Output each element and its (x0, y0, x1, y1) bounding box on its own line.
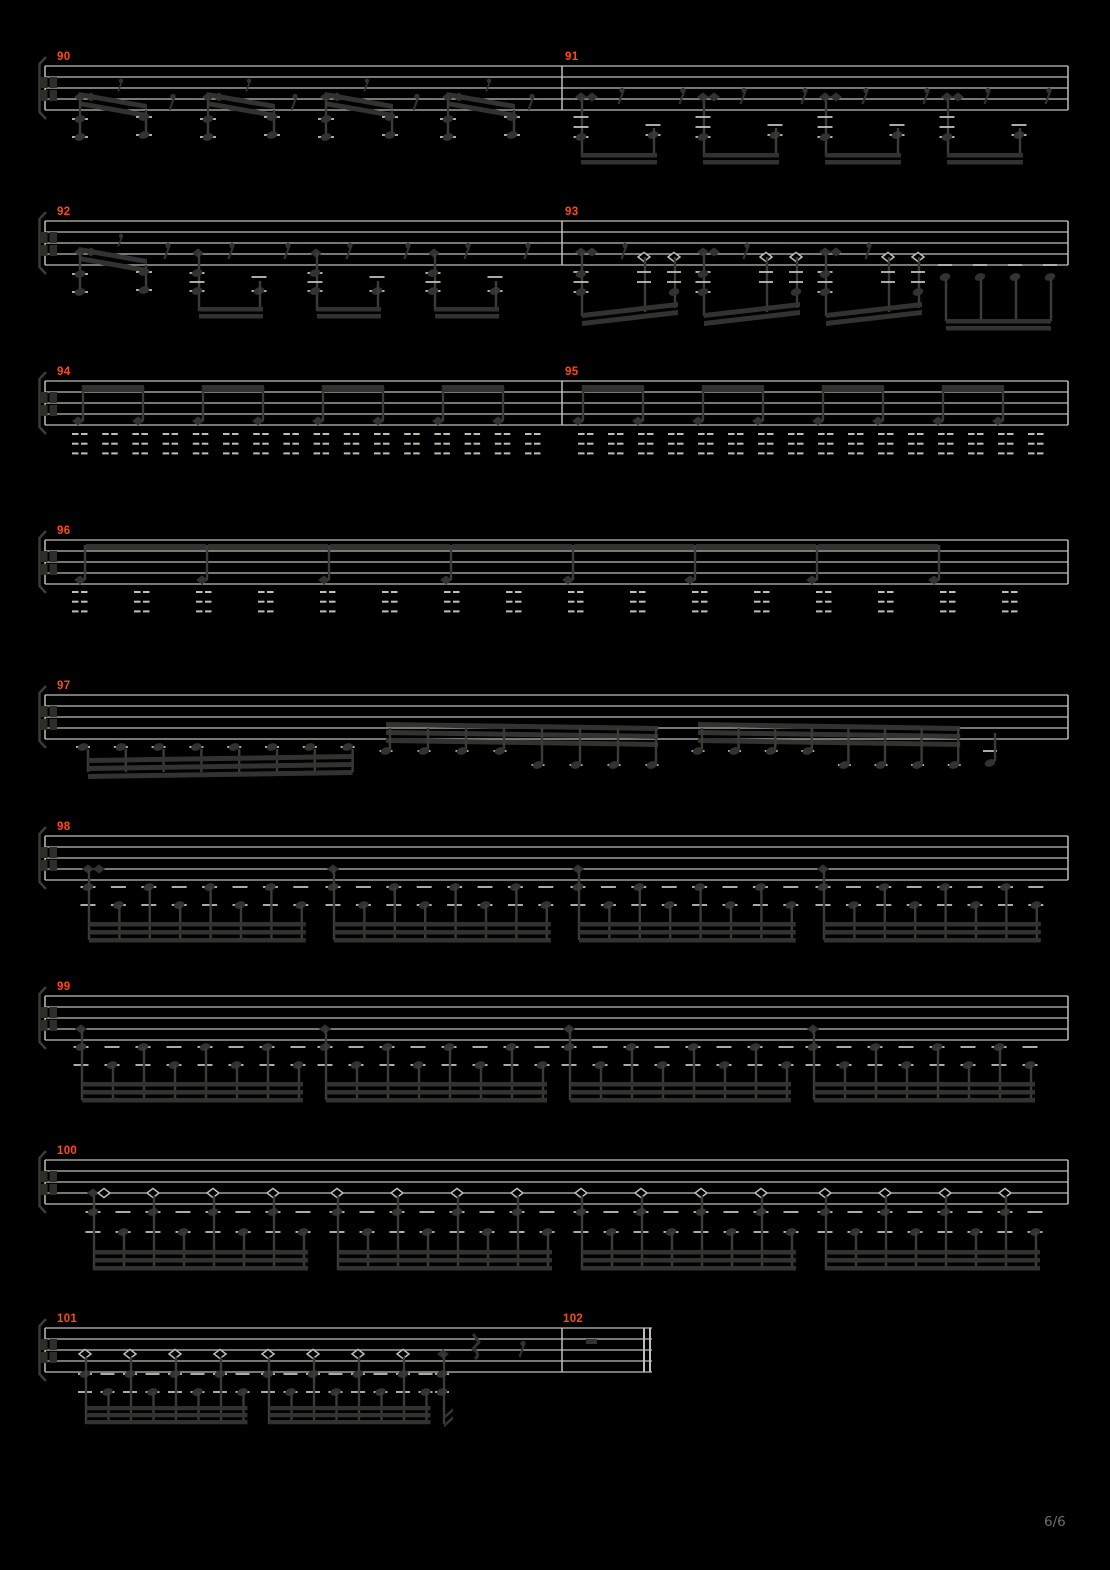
measure-number-90: 90 (57, 51, 71, 63)
measure-number-98: 98 (57, 821, 71, 833)
measure-number-97: 97 (57, 680, 71, 692)
measure-number-95: 95 (565, 366, 579, 378)
measure-number-100: 100 (57, 1145, 78, 1157)
measure-number-99: 99 (57, 981, 71, 993)
measure-number-94: 94 (57, 366, 71, 378)
measure-number-91: 91 (565, 51, 579, 63)
measure-number-96: 96 (57, 525, 71, 537)
measure-number-102: 102 (563, 1313, 584, 1325)
page-indicator: 6/6 (1044, 1514, 1066, 1530)
measure-number-101: 101 (57, 1313, 78, 1325)
measure-number-93: 93 (565, 206, 579, 218)
measure-number-92: 92 (57, 206, 71, 218)
